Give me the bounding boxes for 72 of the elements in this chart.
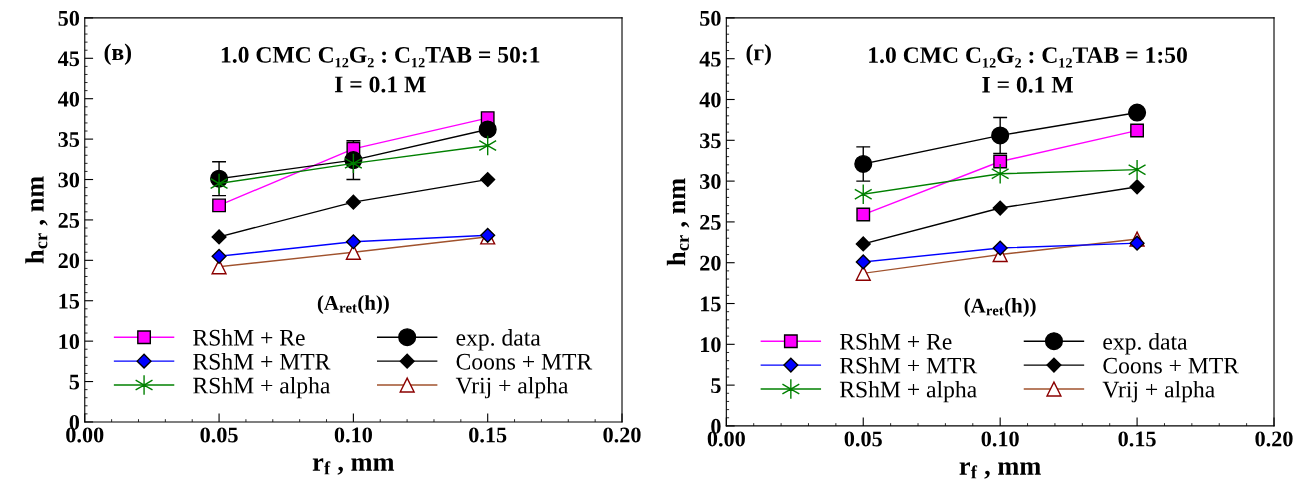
y-tick-label: 5 [69,374,80,390]
y-tick-label: 30 [700,174,721,190]
text: 1.0 CMC C₁₂G₂ : C₁₂TAB = 50:1 I = 0.1 M [221,46,540,93]
point [992,240,1008,256]
legend-label: Vrij + alpha [1102,380,1215,403]
annotation: (A$_{ret}$(h)) [964,298,1036,317]
point [1129,235,1145,251]
y-tick-label: 30 [58,172,80,188]
y-axis-title: h$_{cr}$ , nm [25,176,48,264]
point [1130,123,1145,138]
annotation: (г) [746,43,771,66]
point [1127,159,1147,181]
legend-label: RShM + Re [839,333,952,350]
point [991,126,1010,145]
legend-label: Vrij + alpha [455,376,569,399]
point [991,163,1010,185]
legend-label: exp. data [456,329,541,351]
y-tick-label: 40 [57,91,80,107]
annotation: (в) [104,43,131,65]
legend-label: exp. data [1103,333,1188,355]
point [992,200,1008,216]
y-tick-label: 20 [58,253,80,269]
y-tick-label: 50 [58,10,80,26]
point [993,154,1008,169]
point [1128,103,1147,122]
legend-label: Coons + MTR [1103,357,1239,374]
x-tick-label: 0.05 [844,431,882,447]
legend-label: RShM + MTR [193,353,331,370]
legend-label: RShM + alpha [193,376,331,399]
point [211,229,227,245]
point [854,154,873,173]
legend-label: RShM + alpha [839,380,977,403]
y-tick-label: 45 [699,51,721,67]
x-axis-title: r$_{f}$ , mm [312,458,395,475]
point [212,198,227,213]
x-tick-label: 0.15 [1118,431,1156,447]
y-tick-label: 5 [711,378,721,394]
legend-label: RShM + Re [193,329,305,346]
x-tick-label: 0.10 [334,427,372,443]
x-tick-label: 0.20 [1255,431,1293,447]
point [855,254,871,270]
y-tick-label: 15 [59,293,80,309]
point [480,171,496,188]
point [855,236,871,252]
x-tick-label: 0.15 [469,427,507,443]
legend-label: Coons + MTR [456,353,593,370]
y-tick-label: 15 [701,296,721,312]
point [478,120,497,139]
y-tick-label: 25 [700,214,721,230]
point [345,234,361,250]
y-tick-label: 45 [57,51,80,67]
point [856,207,871,222]
point [209,173,229,194]
legend-label: RShM + MTR [839,356,978,374]
x-tick-label: 0.10 [981,431,1019,447]
y-tick-label: 35 [700,133,721,149]
x-tick-label: 0.05 [200,427,238,443]
y-tick-label: 50 [700,10,721,26]
y-tick-label: 10 [701,337,721,353]
y-tick-label: 10 [59,334,80,350]
point [1129,179,1145,195]
x-axis-title: r$_{f}$ , mm [959,462,1041,479]
y-tick-label: 40 [699,92,721,108]
annotation: (A$_{ret}$(h)) [317,295,389,315]
y-tick-label: 20 [700,255,721,271]
y-axis-title: h$_{cr}$ , nm [666,178,690,266]
y-tick-label: 35 [58,132,80,148]
point [211,248,227,264]
text: 1.0 CMC C₁₂G₂ : C₁₂TAB = 1:50 I = 0.1 M [869,47,1187,93]
point [345,194,361,210]
x-tick-label: 0.20 [603,427,641,443]
y-tick-label: 25 [58,212,80,228]
